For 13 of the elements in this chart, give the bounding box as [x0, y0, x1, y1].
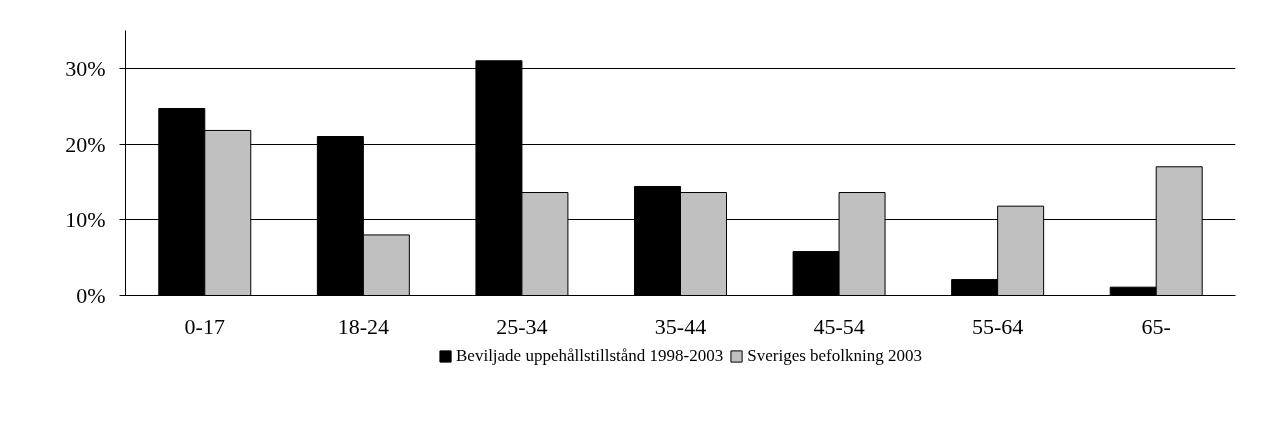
x-tick-label: 0-17 — [184, 313, 225, 339]
y-tick-label: 30% — [65, 55, 106, 81]
y-tick-label: 0% — [76, 283, 106, 308]
x-tick-label: 35-44 — [654, 313, 707, 339]
x-tick-label: 65- — [1141, 313, 1171, 339]
legend-label: Beviljade uppehållstillstånd 1998-2003 — [456, 346, 724, 366]
y-tick-label: 10% — [65, 207, 106, 233]
x-tick-label: 18-24 — [337, 313, 390, 339]
y-tick-label: 20% — [65, 131, 106, 157]
x-tick-label: 45-54 — [813, 313, 865, 339]
x-tick-label: 55-64 — [971, 313, 1024, 339]
x-tick-label: 25-34 — [496, 313, 548, 339]
legend-label: Sveriges befolkning 2003 — [747, 346, 922, 366]
